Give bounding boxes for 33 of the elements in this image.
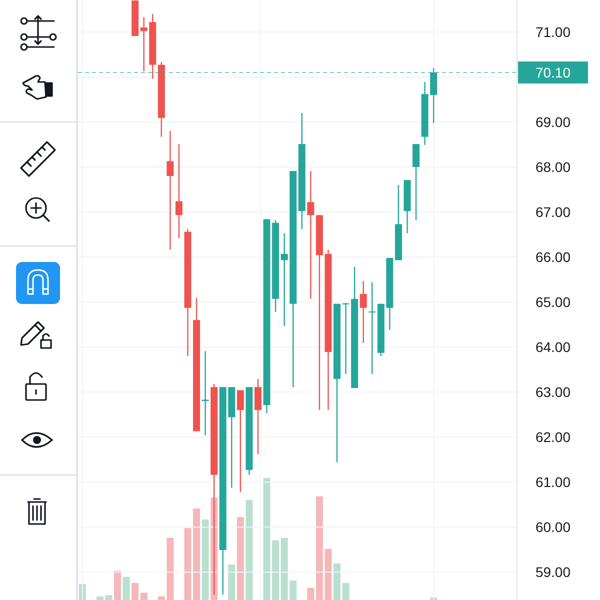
y-tick-label: 59.00	[535, 564, 571, 580]
candlestick	[202, 350, 209, 436]
bar	[202, 519, 209, 600]
candlestick	[412, 143, 420, 221]
y-tick-label: 71.00	[535, 24, 571, 40]
y-tick-label: 64.00	[535, 339, 571, 356]
bar	[140, 592, 148, 600]
candlestick	[175, 143, 182, 239]
bar	[334, 563, 341, 600]
bar	[342, 582, 350, 600]
y-tick-label: 61.00	[535, 474, 571, 490]
bar	[228, 564, 236, 600]
ref-line-label: 70.10	[535, 64, 571, 80]
y-tick-label: 66.00	[535, 249, 571, 266]
bar	[236, 517, 244, 600]
y-tick-label: 67.00	[535, 204, 571, 220]
y-tick-label: 69.00	[535, 114, 571, 130]
bar	[246, 500, 253, 600]
candlestick	[236, 390, 244, 493]
y-tick-label: 65.00	[535, 294, 571, 310]
candlestick	[307, 170, 314, 300]
y-tick-label: 63.00	[535, 384, 571, 400]
bar	[307, 588, 314, 600]
bar	[122, 576, 130, 600]
candlestick	[360, 280, 367, 344]
bar	[132, 582, 139, 600]
y-tick-label: 68.00	[535, 158, 571, 175]
y-tick-label: 60.00	[535, 519, 571, 536]
y-tick-label: 62.00	[535, 429, 571, 446]
candlestick	[254, 378, 262, 455]
candlestick	[166, 130, 174, 250]
candlestick	[368, 282, 376, 375]
bar	[114, 570, 122, 600]
